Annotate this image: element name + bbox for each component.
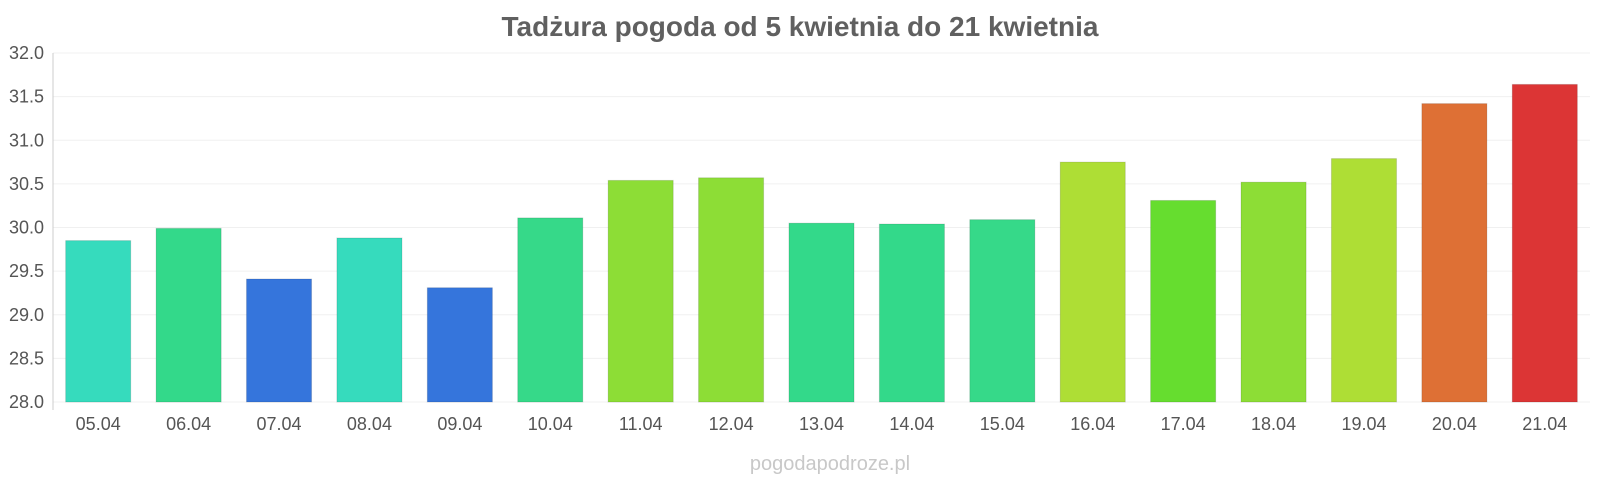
bar	[698, 177, 765, 403]
bar	[65, 240, 132, 403]
y-tick-label: 31.5	[9, 87, 44, 107]
x-tick-label: 06.04	[166, 414, 211, 434]
y-tick-label: 32.0	[9, 43, 44, 63]
bar	[155, 227, 222, 403]
x-tick-label: 07.04	[257, 414, 302, 434]
y-tick-label: 30.5	[9, 174, 44, 194]
bar	[1240, 181, 1307, 403]
x-axis-tick-labels: 05.04 06.04 07.04 08.04 09.04 10.04 11.04 12.04…	[76, 414, 1568, 434]
x-tick-label: 13.04	[799, 414, 844, 434]
x-tick-label: 21.04	[1522, 414, 1567, 434]
x-tick-label: 15.04	[980, 414, 1025, 434]
y-tick-label: 28.0	[9, 392, 44, 412]
bar	[245, 278, 313, 403]
y-tick-label: 29.0	[9, 305, 44, 325]
bar	[788, 222, 855, 403]
y-tick-label: 29.5	[9, 261, 44, 281]
bars	[65, 83, 1578, 403]
bar	[426, 287, 493, 403]
bar	[1059, 161, 1126, 403]
bar	[607, 179, 674, 403]
x-tick-label: 05.04	[76, 414, 121, 434]
x-tick-label: 11.04	[619, 414, 663, 434]
bar	[969, 219, 1036, 403]
x-tick-label: 10.04	[528, 414, 573, 434]
y-tick-label: 31.0	[9, 130, 44, 150]
bar	[336, 237, 403, 403]
bar	[1511, 83, 1578, 403]
x-tick-label: 14.04	[889, 414, 934, 434]
x-tick-label: 12.04	[709, 414, 754, 434]
bar	[1150, 199, 1217, 403]
bar	[878, 223, 945, 403]
y-axis-tick-labels: 28.0 28.5 29.0 29.5 30.0 30.5 31.0 31.5 32.0	[9, 43, 44, 412]
x-tick-label: 09.04	[437, 414, 482, 434]
y-tick-label: 30.0	[9, 218, 44, 238]
x-tick-label: 08.04	[347, 414, 392, 434]
x-tick-label: 20.04	[1432, 414, 1477, 434]
x-tick-label: 16.04	[1070, 414, 1115, 434]
bar	[1330, 158, 1398, 403]
x-tick-label: 17.04	[1161, 414, 1206, 434]
x-tick-label: 18.04	[1251, 414, 1296, 434]
x-tick-label: 19.04	[1341, 414, 1386, 434]
bar	[1421, 103, 1488, 403]
y-tick-label: 28.5	[9, 348, 44, 368]
bar	[517, 217, 584, 403]
chart-title: Tadżura pogoda od 5 kwietnia do 21 kwiet…	[502, 11, 1099, 42]
watermark: pogodapodroze.pl	[750, 453, 910, 475]
